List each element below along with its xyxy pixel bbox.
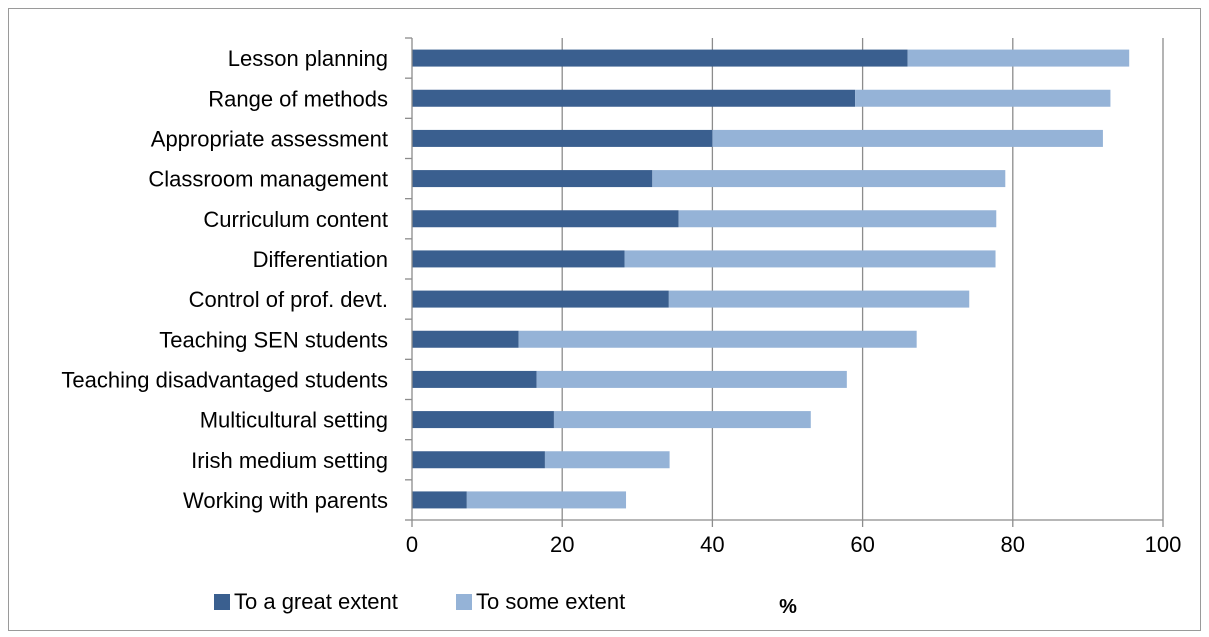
axes (411, 38, 1163, 521)
bars (412, 49, 1130, 509)
bar-great-extent-2 (412, 129, 713, 147)
bar-great-extent-10 (412, 451, 545, 469)
category-label-3: Classroom management (148, 167, 388, 192)
chart-frame (8, 8, 1201, 631)
category-label-0: Lesson planning (228, 46, 388, 71)
bar-great-extent-6 (412, 290, 669, 308)
category-label-1: Range of methods (208, 86, 388, 111)
category-label-5: Differentiation (253, 247, 388, 272)
bar-great-extent-5 (412, 250, 625, 268)
bar-great-extent-11 (412, 491, 467, 509)
bar-some-extent-11 (466, 491, 627, 509)
bar-some-extent-7 (518, 330, 917, 348)
legend-swatch-great-extent (214, 594, 230, 610)
bar-some-extent-0 (907, 49, 1130, 67)
category-label-4: Curriculum content (203, 207, 388, 232)
category-label-8: Teaching disadvantaged students (61, 367, 388, 392)
category-label-11: Working with parents (183, 488, 388, 513)
category-label-9: Multicultural setting (200, 408, 388, 433)
bar-great-extent-3 (412, 170, 653, 188)
bar-great-extent-8 (412, 370, 537, 388)
bar-some-extent-9 (553, 411, 811, 429)
category-label-2: Appropriate assessment (151, 126, 388, 151)
category-label-6: Control of prof. devt. (189, 287, 388, 312)
category-label-10: Irish medium setting (191, 448, 388, 473)
bar-great-extent-7 (412, 330, 519, 348)
x-tick-labels: 0 20 40 60 80 100 (406, 532, 1181, 557)
x-tick-label-0: 0 (406, 532, 418, 557)
bar-great-extent-0 (412, 49, 908, 67)
x-tick-label-20: 20 (550, 532, 574, 557)
bar-some-extent-3 (652, 170, 1006, 188)
bar-some-extent-2 (712, 129, 1103, 147)
legend-label-some-extent: To some extent (476, 589, 625, 614)
gridlines (405, 37, 1164, 527)
legend-swatch-some-extent (456, 594, 472, 610)
bar-great-extent-1 (412, 89, 856, 107)
legend-label-great-extent: To a great extent (234, 589, 398, 614)
bar-some-extent-10 (544, 451, 670, 469)
x-tick-label-60: 60 (850, 532, 874, 557)
bar-great-extent-9 (412, 411, 554, 429)
bar-some-extent-8 (536, 370, 847, 388)
category-labels: Lesson planning Range of methods Appropria… (61, 46, 388, 513)
bar-great-extent-4 (412, 210, 679, 228)
bar-some-extent-6 (668, 290, 970, 308)
bar-some-extent-1 (855, 89, 1111, 107)
category-label-7: Teaching SEN students (159, 327, 388, 352)
x-tick-label-40: 40 (700, 532, 724, 557)
x-axis-title: % (779, 596, 797, 618)
bar-some-extent-5 (624, 250, 996, 268)
bar-some-extent-4 (678, 210, 997, 228)
x-tick-label-100: 100 (1145, 532, 1182, 557)
legend: To a great extent To some extent (214, 589, 625, 614)
x-tick-label-80: 80 (1001, 532, 1025, 557)
